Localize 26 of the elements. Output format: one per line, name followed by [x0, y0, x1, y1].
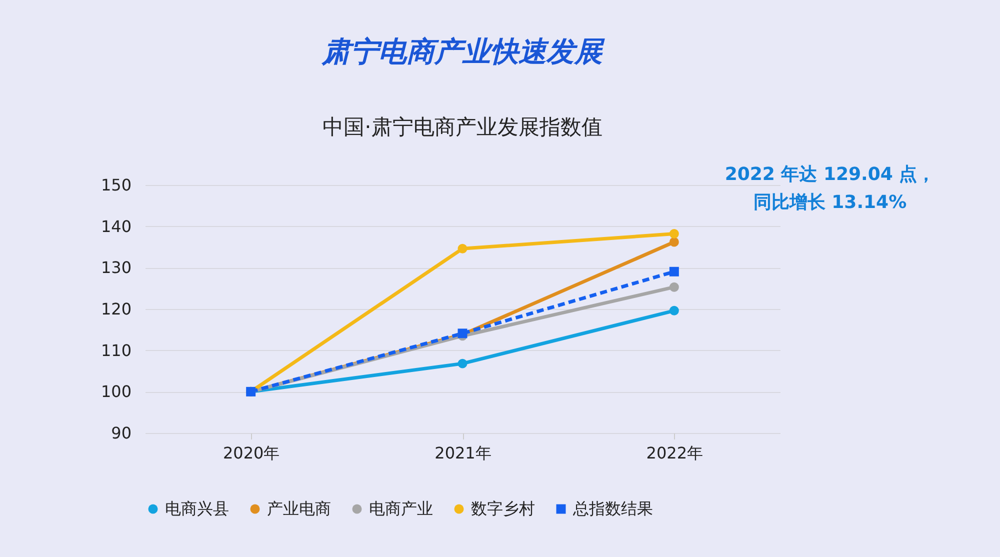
y-tick-label: 90	[111, 424, 132, 442]
x-tick-label: 2020年	[222, 444, 280, 462]
annotation: 同比增长 13.14%	[753, 192, 907, 213]
point	[669, 237, 679, 247]
point	[458, 358, 468, 368]
legend-label: 总指数结果	[572, 499, 653, 518]
y-tick-label: 110	[100, 340, 132, 360]
y-tick-label: 150	[100, 176, 132, 194]
point	[669, 282, 679, 292]
legend-label: 数字乡村	[471, 499, 535, 518]
chart-subtitle: 中国·肃宁电商产业发展指数值	[322, 115, 602, 139]
x-tick-label: 2022年	[646, 444, 704, 462]
legend-label: 产业电商	[267, 499, 331, 518]
y-tick-label: 120	[100, 300, 132, 318]
point	[458, 244, 468, 254]
legend-label: 电商产业	[369, 499, 433, 518]
point	[669, 306, 679, 316]
chart-title: 肃宁电商产业快速发展	[320, 35, 606, 68]
text: 2022 年达 129.04 点，	[724, 164, 936, 185]
point	[669, 229, 679, 239]
x-tick-label: 2021年	[434, 444, 492, 462]
point	[669, 266, 679, 276]
y-tick-label: 130	[100, 258, 132, 278]
legend-label: 电商兴县	[165, 499, 229, 518]
y-tick-label: 100	[100, 382, 132, 402]
y-tick-label: 140	[100, 216, 132, 236]
